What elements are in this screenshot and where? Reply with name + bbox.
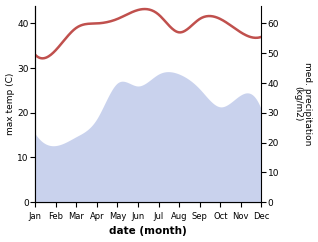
Y-axis label: med. precipitation
(kg/m2): med. precipitation (kg/m2) <box>293 62 313 145</box>
X-axis label: date (month): date (month) <box>109 227 187 236</box>
Y-axis label: max temp (C): max temp (C) <box>5 73 15 135</box>
